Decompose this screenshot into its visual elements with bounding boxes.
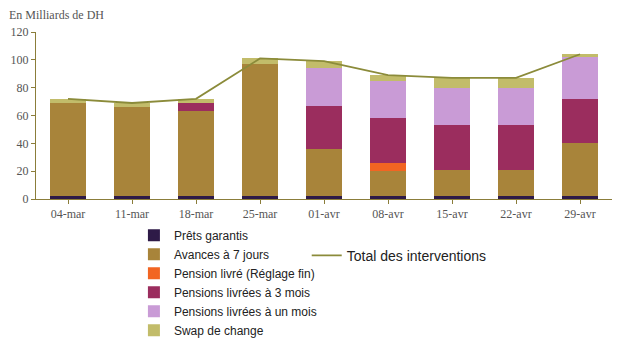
svg-text:11-mar: 11-mar — [115, 207, 149, 221]
svg-text:20: 20 — [17, 164, 29, 178]
svg-text:Pensions livrées à un mois: Pensions livrées à un mois — [174, 305, 317, 319]
svg-text:Pension livré (Réglage fin): Pension livré (Réglage fin) — [174, 267, 315, 281]
svg-text:120: 120 — [11, 25, 29, 39]
svg-text:Pensions livrées à 3 mois: Pensions livrées à 3 mois — [174, 286, 310, 300]
svg-text:60: 60 — [17, 109, 29, 123]
svg-text:Prêts garantis: Prêts garantis — [174, 229, 248, 243]
svg-text:Avances à 7 jours: Avances à 7 jours — [174, 248, 269, 262]
svg-text:15-avr: 15-avr — [436, 207, 467, 221]
svg-text:08-avr: 08-avr — [372, 207, 403, 221]
svg-text:01-avr: 01-avr — [308, 207, 339, 221]
svg-text:Swap de change: Swap de change — [174, 324, 264, 338]
svg-text:18-mar: 18-mar — [179, 207, 214, 221]
svg-text:100: 100 — [11, 53, 29, 67]
svg-text:29-avr: 29-avr — [564, 207, 595, 221]
svg-text:04-mar: 04-mar — [51, 207, 86, 221]
svg-text:En Milliards de DH: En Milliards de DH — [9, 8, 104, 22]
svg-text:22-avr: 22-avr — [500, 207, 531, 221]
svg-text:0: 0 — [23, 192, 29, 206]
svg-text:Total des interventions: Total des interventions — [347, 248, 486, 264]
svg-text:40: 40 — [17, 137, 29, 151]
svg-text:25-mar: 25-mar — [243, 207, 278, 221]
svg-text:80: 80 — [17, 81, 29, 95]
